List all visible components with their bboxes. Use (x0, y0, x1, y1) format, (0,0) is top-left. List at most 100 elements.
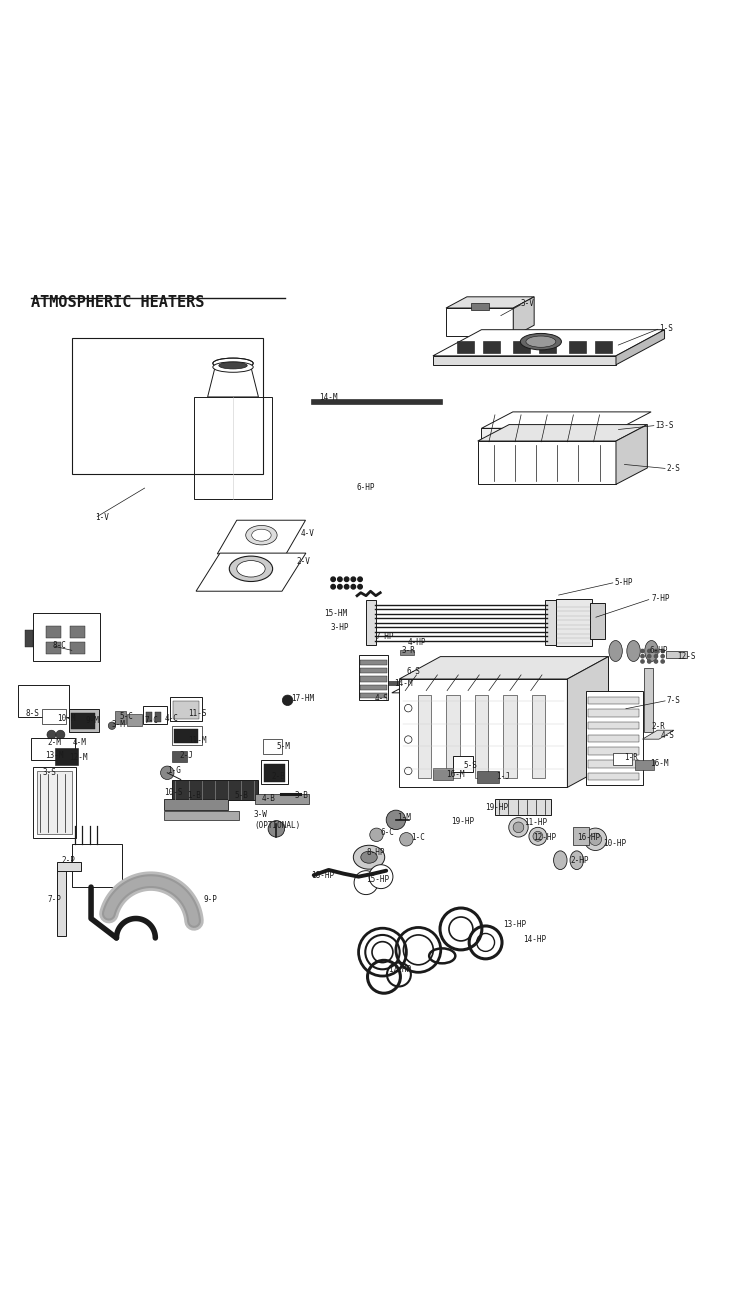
Bar (376, 681, 484, 686)
Circle shape (344, 577, 349, 582)
Bar (33, 766, 76, 838)
Ellipse shape (609, 640, 622, 661)
Text: 3-B: 3-B (294, 791, 308, 800)
Text: 2-S: 2-S (667, 464, 680, 473)
Bar (360, 668, 387, 673)
Text: 4-B: 4-B (262, 795, 275, 804)
Bar (172, 701, 199, 718)
Circle shape (661, 655, 664, 657)
Polygon shape (399, 656, 608, 679)
Bar (43, 709, 67, 725)
Polygon shape (433, 356, 616, 365)
Circle shape (404, 704, 412, 712)
Text: 11-HP: 11-HP (524, 818, 548, 827)
Text: 16-HP: 16-HP (577, 833, 600, 842)
Text: 10-M: 10-M (58, 713, 76, 722)
Bar (311, 399, 442, 404)
Text: 5-M: 5-M (276, 742, 290, 751)
Text: 5-S: 5-S (464, 761, 477, 770)
Ellipse shape (645, 640, 658, 661)
Text: 4-M: 4-M (72, 738, 86, 747)
Polygon shape (399, 679, 568, 787)
Bar (569, 340, 586, 353)
Circle shape (358, 577, 362, 582)
Text: 6-HP: 6-HP (356, 483, 375, 492)
Text: 19-HP: 19-HP (485, 803, 508, 812)
Bar (26, 630, 33, 647)
Text: 7-P: 7-P (48, 895, 62, 904)
Bar (127, 713, 142, 726)
Circle shape (654, 650, 658, 652)
Polygon shape (208, 368, 259, 397)
Text: 8-C: 8-C (53, 642, 66, 651)
Text: 3-V: 3-V (520, 299, 535, 308)
Text: 2-R: 2-R (652, 722, 665, 731)
Bar (143, 707, 167, 725)
Text: 7-S: 7-S (667, 696, 680, 705)
Ellipse shape (237, 561, 266, 577)
Bar (588, 747, 639, 755)
Bar (446, 695, 460, 778)
Bar (667, 651, 687, 659)
Circle shape (108, 722, 116, 730)
Bar (588, 735, 639, 742)
Ellipse shape (213, 359, 254, 369)
Polygon shape (482, 429, 620, 442)
Bar (72, 338, 263, 474)
Text: 1-G: 1-G (167, 766, 182, 776)
Bar (635, 760, 655, 770)
Bar (556, 599, 592, 646)
Circle shape (404, 735, 412, 743)
Text: 4-V: 4-V (300, 529, 314, 538)
Polygon shape (482, 412, 651, 429)
Ellipse shape (219, 362, 248, 369)
Bar (33, 613, 100, 661)
Text: 7-C: 7-C (145, 716, 159, 725)
Polygon shape (433, 330, 664, 356)
Bar (69, 709, 98, 731)
Bar (360, 692, 387, 698)
Bar (18, 686, 69, 717)
Bar (146, 712, 152, 722)
Text: 1-M: 1-M (398, 813, 411, 822)
Circle shape (654, 660, 658, 662)
Bar (115, 711, 126, 725)
Text: 2-M: 2-M (48, 738, 62, 747)
Bar (483, 340, 500, 353)
Text: 16-M: 16-M (446, 770, 464, 779)
Circle shape (268, 821, 284, 837)
Text: 11-M: 11-M (188, 737, 207, 746)
Text: 9-P: 9-P (203, 895, 217, 904)
Bar (588, 709, 639, 717)
Bar (37, 770, 72, 834)
Bar (172, 779, 258, 800)
Circle shape (386, 811, 406, 830)
Polygon shape (358, 656, 388, 700)
Text: 4-S: 4-S (661, 731, 674, 740)
Text: 17-HM: 17-HM (291, 694, 314, 703)
Text: 2-V: 2-V (296, 557, 310, 566)
Circle shape (509, 817, 528, 837)
Circle shape (529, 827, 547, 846)
Ellipse shape (213, 362, 254, 373)
Text: 5-C: 5-C (119, 712, 134, 721)
Bar (164, 811, 239, 820)
Bar (400, 651, 414, 655)
Text: 8-HP: 8-HP (366, 848, 385, 857)
Text: 14-HP: 14-HP (523, 935, 546, 944)
Polygon shape (478, 442, 616, 485)
Text: 5-HP: 5-HP (614, 578, 632, 587)
Ellipse shape (361, 851, 377, 864)
Bar (494, 799, 550, 816)
Circle shape (56, 730, 65, 739)
Bar (545, 600, 556, 646)
Text: 6-HP: 6-HP (650, 647, 668, 656)
Circle shape (351, 577, 355, 582)
Circle shape (369, 865, 393, 889)
Bar (588, 773, 639, 781)
Text: 18-HP: 18-HP (311, 870, 334, 879)
Circle shape (331, 577, 335, 582)
Bar (256, 794, 309, 804)
Text: 13-M: 13-M (45, 751, 63, 760)
Circle shape (404, 768, 412, 774)
